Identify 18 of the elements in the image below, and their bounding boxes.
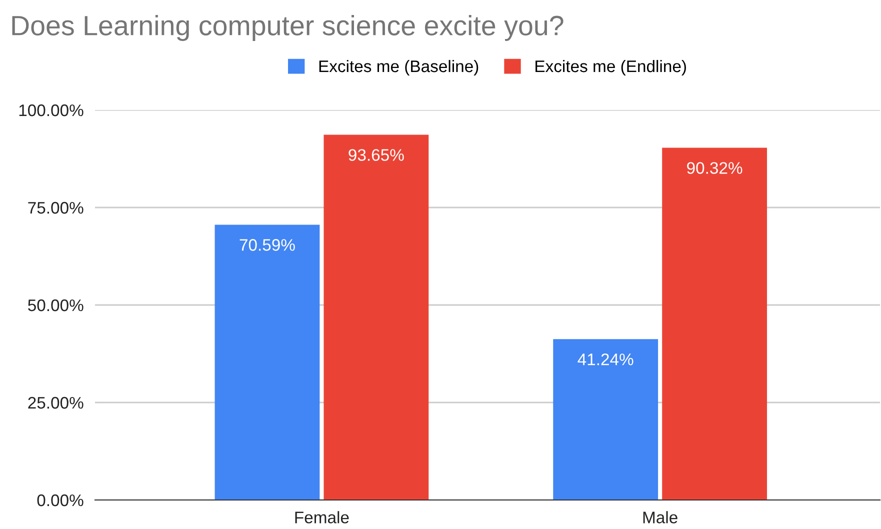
legend-label: Excites me (Baseline) — [319, 60, 478, 76]
data-label: 93.65% — [348, 149, 404, 161]
y-tick-label: 0.00% — [37, 494, 84, 506]
x-tick-label: Female — [295, 511, 349, 524]
data-label: 70.59% — [240, 239, 295, 251]
data-label: 41.24% — [578, 353, 634, 366]
data-label: 90.32% — [687, 162, 742, 174]
legend-label: Excites me (Endline) — [536, 60, 686, 76]
x-tick-label: Male — [643, 511, 678, 524]
y-tick-label: 75.00% — [28, 202, 84, 214]
y-tick-label: 25.00% — [28, 396, 84, 409]
bar — [214, 224, 320, 500]
chart-title: Does Learning computer science excite you? — [12, 15, 564, 41]
y-tick-label: 100.00% — [19, 104, 84, 116]
bar — [553, 339, 658, 500]
bar — [324, 134, 429, 500]
bar — [662, 148, 767, 500]
y-tick-label: 50.00% — [28, 299, 84, 312]
